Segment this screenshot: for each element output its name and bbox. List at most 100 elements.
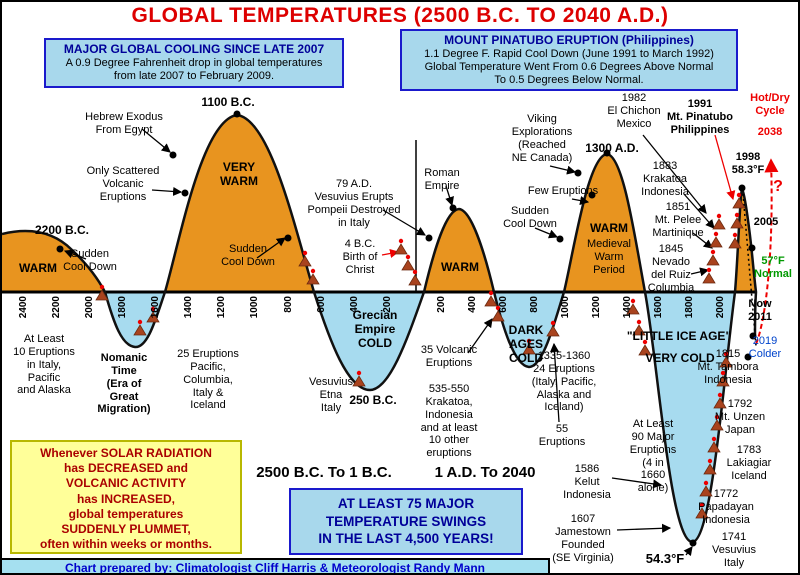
- cooling-info-box: MAJOR GLOBAL COOLING SINCE LATE 2007 A 0…: [44, 38, 344, 88]
- volcano-icon: [133, 319, 147, 336]
- annotation: WARM: [441, 260, 479, 274]
- annotation: WARM: [590, 221, 628, 235]
- volcano-icon: [638, 339, 652, 356]
- page-title: GLOBAL TEMPERATURES (2500 B.C. TO 2040 A…: [131, 4, 669, 27]
- annotation: 1100 B.C.: [201, 95, 255, 109]
- data-point-dots: [56, 110, 757, 547]
- annotation: 1998 58.3°F: [731, 151, 765, 176]
- cold-fill-dark-ages: [494, 292, 564, 367]
- volcano-icon: [712, 213, 726, 230]
- data-point-dot: [749, 332, 757, 340]
- data-point-dot: [738, 184, 746, 192]
- leader-arrow: [467, 318, 493, 354]
- annotation: 2019 Colder: [748, 335, 782, 360]
- annotation: Few Eruptions: [527, 185, 599, 197]
- baseline-normal: [2, 290, 756, 294]
- annotation: 1607 Jamestown Founded (SE Virginia): [552, 513, 614, 564]
- warm-fill-1100bc: [165, 115, 314, 292]
- leader-arrow: [571, 196, 590, 206]
- leader-arrow: [63, 249, 87, 260]
- volcano-icon: [702, 267, 716, 284]
- data-point-dot: [744, 353, 752, 361]
- leader-arrow: [382, 209, 426, 236]
- annotation: ?: [773, 178, 783, 195]
- annotation: 1815 Mt. Tambora Indonesia: [697, 348, 759, 386]
- leader-arrow: [549, 165, 577, 175]
- volcano-icon: [709, 231, 723, 248]
- volcano-icon: [716, 370, 730, 387]
- annotation: 2038: [757, 126, 783, 138]
- annotation: 1845 Nevado del Ruiz Columbia: [647, 243, 695, 294]
- volcano-icon: [522, 338, 536, 355]
- annotation: 1300 A.D.: [585, 141, 639, 155]
- leader-arrow: [683, 546, 693, 557]
- annotation: At Least 10 Eruptions in Italy, Pacific …: [13, 333, 75, 397]
- cold-fill-little-ice-age: [645, 292, 735, 543]
- pinatubo-box-body: 1.1 Degree F. Rapid Cool Down (June 1991…: [424, 47, 714, 86]
- annotation: Now 2011: [748, 298, 772, 323]
- volcano-icon: [703, 458, 717, 475]
- volcano-icon: [730, 212, 744, 229]
- credit-text: Chart prepared by: Climatologist Cliff H…: [64, 561, 486, 575]
- leader-arrow: [381, 248, 400, 258]
- leader-arrow: [616, 523, 672, 533]
- volcano-icon: [394, 238, 408, 255]
- annotation: Roman Empire: [424, 167, 460, 192]
- data-point-dot: [689, 539, 697, 547]
- era-label-bc: 2500 B.C. To 1 B.C.: [256, 464, 392, 481]
- leader-arrow: [642, 134, 707, 214]
- volcano-icon: [352, 370, 366, 387]
- annotation: 35 Volcanic Eruptions: [420, 344, 478, 369]
- volcano-icon: [706, 249, 720, 266]
- volcano-icon: [728, 232, 742, 249]
- data-point-dot: [56, 245, 64, 253]
- warm-fill-2200bc: [2, 231, 105, 292]
- cold-fill-grecian: [314, 292, 424, 390]
- warm-fill-roman: [424, 209, 494, 292]
- annotation: 535-550 Krakatoa, Indonesia and at least…: [420, 383, 478, 460]
- leader-arrow: [714, 134, 736, 201]
- annotation: 1335-1360 24 Eruptions (Italy, Pacific, …: [531, 350, 597, 414]
- volcano-icon: [298, 250, 312, 267]
- annotation: VERY COLD: [645, 351, 715, 365]
- leader-arrow: [534, 227, 559, 239]
- volcano-icon: [632, 319, 646, 336]
- annotation: "LITTLE ICE AGE": [626, 329, 732, 343]
- recent-trend-dotted-line: [742, 193, 757, 347]
- leader-arrows: [63, 128, 736, 557]
- leader-arrow: [690, 267, 710, 277]
- cooling-box-body: A 0.9 Degree Fahrenheit drop in global t…: [65, 56, 323, 82]
- annotation: 55 Eruptions: [538, 423, 586, 448]
- annotation: 2005: [753, 216, 779, 228]
- volcano-icon: [707, 436, 721, 453]
- data-point-dot: [181, 189, 189, 197]
- pinatubo-info-box: MOUNT PINATUBO ERUPTION (Philippines) 1.…: [400, 29, 738, 92]
- solar-radiation-note: Whenever SOLAR RADIATION has DECREASED a…: [10, 440, 242, 554]
- annotation: 1772 Papadayan Indonesia: [698, 488, 754, 526]
- leader-arrow: [256, 237, 286, 259]
- annotation: DARK AGES COLD: [508, 323, 544, 366]
- leader-arrow: [549, 342, 560, 423]
- hot-dry-cycle-projection-arrow: [755, 158, 779, 345]
- annotation: 57°F Normal: [754, 255, 792, 280]
- volcano-icon: [95, 284, 109, 301]
- annotation: 4 B.C. Birth of Christ: [342, 238, 378, 276]
- volcano-icon: [408, 269, 422, 286]
- annotation: 1982 El Chichon Mexico: [607, 92, 661, 130]
- annotation: 25 Eruptions Pacific, Columbia, Italy & …: [177, 348, 239, 412]
- volcano-icon: [484, 290, 498, 307]
- volcano-icon: [306, 268, 320, 285]
- leader-arrow: [445, 185, 454, 207]
- data-point-dot: [169, 151, 177, 159]
- volcano-icon: [401, 254, 415, 271]
- annotation: Sudden Cool Down: [503, 205, 557, 230]
- leader-arrow: [151, 186, 183, 196]
- annotation: 1991 Mt. Pinatubo Philippines: [667, 98, 733, 136]
- data-point-dot: [425, 234, 433, 242]
- annotation: Grecian Empire COLD: [352, 308, 398, 351]
- warm-fill-medieval: [564, 154, 645, 292]
- data-point-dot: [233, 110, 241, 118]
- leader-arrow: [611, 477, 663, 489]
- data-point-dot: [556, 235, 564, 243]
